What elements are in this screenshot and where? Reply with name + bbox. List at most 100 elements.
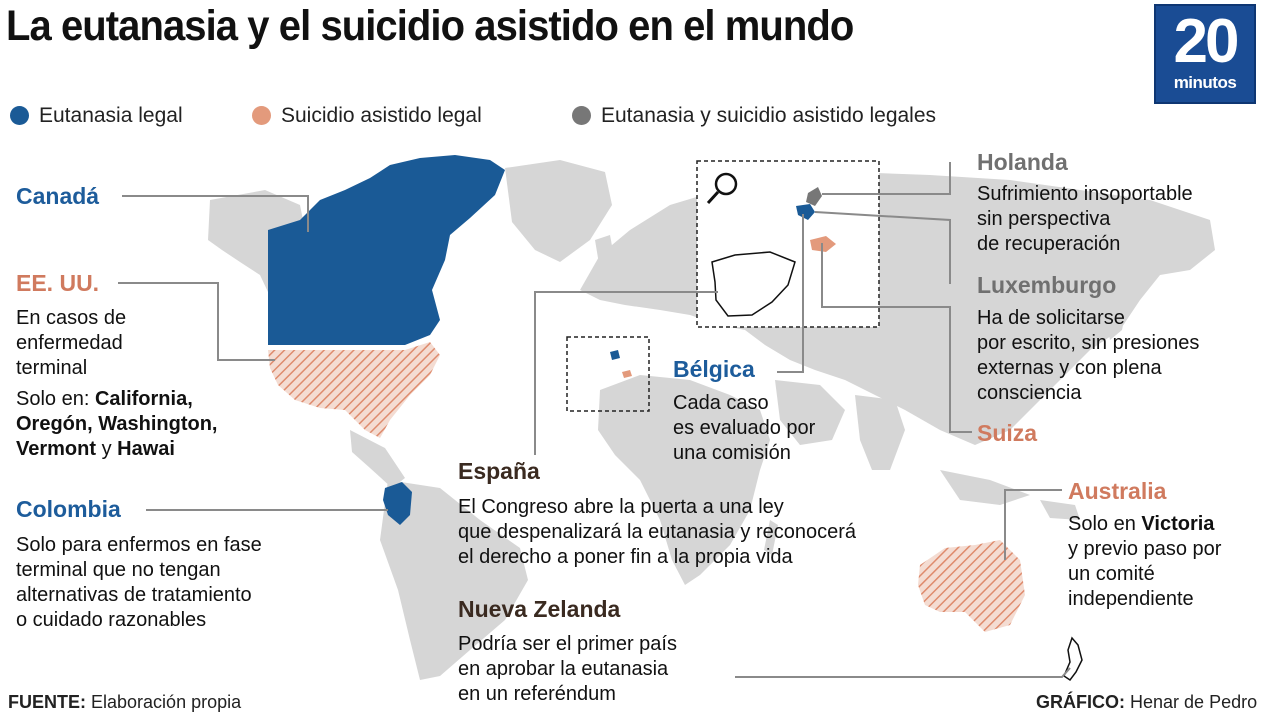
australia-text-line: y previo paso por (1068, 538, 1222, 560)
legend-swatch-euthanasia (10, 106, 29, 125)
se-asia-islands-land (940, 470, 1030, 505)
usa-region (268, 342, 440, 438)
label-luxembourg: Luxemburgo (977, 272, 1117, 298)
greenland-land (505, 160, 612, 262)
label-switzerland: Suiza (977, 420, 1038, 446)
leader-switzerland (821, 243, 972, 433)
spain-text-line: el derecho a poner fin a la propia vida (458, 546, 793, 568)
south-america-land (380, 480, 528, 680)
madagascar-land (764, 520, 778, 555)
new-zealand-text-line: en un referéndum (458, 683, 616, 705)
colombia-text-line: o cuidado razonables (16, 609, 207, 631)
leader-australia (1004, 489, 1062, 560)
label-spain: España (458, 458, 540, 484)
colombia-text-line: terminal que no tengan (16, 559, 221, 581)
belgium-text-line: una comisión (673, 442, 791, 464)
usa-text-line: enfermedad (16, 332, 123, 354)
arabia-land (775, 380, 845, 445)
spain-outline (711, 251, 796, 317)
leader-luxembourg (814, 211, 951, 284)
footer-source-label: FUENTE: (8, 692, 86, 712)
usa-states-line2: Oregón, Washington, (16, 413, 218, 435)
new-zealand-land (1063, 636, 1083, 682)
belgium-region (796, 204, 815, 220)
europe-small-salmon (622, 370, 632, 378)
netherlands-text: Sufrimiento insoportable sin perspectiva… (977, 182, 1193, 257)
colombia-text-line: alternativas de tratamiento (16, 584, 252, 606)
usa-text-line: terminal (16, 357, 88, 379)
legend-swatch-assisted-suicide (252, 106, 271, 125)
legend-label: Suicidio asistido legal (281, 104, 482, 127)
usa-states-and: y (101, 438, 112, 460)
usa-states: Solo en: California, Oregón, Washington,… (16, 387, 217, 462)
papua-land (1040, 500, 1080, 520)
colombia-region (383, 482, 412, 525)
luxembourg-text: Ha de solicitarse por escrito, sin presi… (977, 306, 1199, 406)
usa-text: En casos de enfermedad terminal (16, 306, 126, 381)
leader-spain (534, 291, 718, 455)
europe-small-blue (610, 350, 620, 360)
belgium-text-line: Cada caso (673, 392, 769, 414)
india-land (855, 395, 905, 470)
label-australia: Australia (1068, 478, 1167, 504)
netherlands-text-line: sin perspectiva (977, 208, 1111, 230)
usa-state-hawai: Hawai (117, 438, 175, 460)
luxembourg-text-line: externas y con plena (977, 357, 1162, 379)
netherlands-text-line: Sufrimiento insoportable (977, 183, 1193, 205)
europe-small-box (566, 336, 650, 412)
australia-only-in: Solo en (1068, 513, 1136, 535)
footer-credit: GRÁFICO: Henar de Pedro (1036, 692, 1257, 713)
new-zealand-text: Podría ser el primer país en aprobar la … (458, 632, 677, 707)
footer-source-value: Elaboración propia (91, 692, 242, 712)
uk-land (595, 235, 615, 270)
footer-credit-value: Henar de Pedro (1130, 692, 1258, 712)
legend-swatch-both (572, 106, 591, 125)
belgium-text: Cada caso es evaluado por una comisión (673, 391, 815, 466)
leader-lines (118, 162, 1071, 678)
australia-text: Solo en Victoria y previo paso por un co… (1068, 512, 1221, 612)
footer-credit-label: GRÁFICO: (1036, 692, 1125, 712)
new-zealand-text-line: Podría ser el primer país (458, 633, 677, 655)
luxembourg-text-line: consciencia (977, 382, 1082, 404)
africa-land (598, 375, 770, 585)
netherlands-text-line: de recuperación (977, 233, 1121, 255)
logo-number: 20 (1173, 7, 1240, 76)
spain-text-line: que despenalizará la eutanasia y reconoc… (458, 521, 857, 543)
legend-label: Eutanasia legal (39, 104, 183, 127)
label-new-zealand: Nueva Zelanda (458, 596, 621, 622)
legend-item-assisted-suicide: Suicidio asistido legal (252, 104, 482, 128)
central-america-land (350, 430, 405, 488)
canada-region (268, 155, 505, 345)
leader-new-zealand (735, 667, 1071, 678)
legend-label: Eutanasia y suicidio asistido legales (601, 104, 937, 127)
usa-only-in: Solo en: (16, 388, 90, 410)
australia-text-line: independiente (1068, 588, 1194, 610)
label-canada: Canadá (16, 183, 100, 209)
spain-text-line: El Congreso abre la puerta a una ley (458, 496, 784, 518)
netherlands-region (806, 187, 822, 206)
leader-belgium (777, 214, 804, 373)
page-title: La eutanasia y el suicidio asistido en e… (6, 2, 854, 50)
usa-states-line1: California, (94, 388, 193, 410)
usa-text-line: En casos de (16, 307, 127, 329)
australia-victoria: Victoria (1141, 513, 1215, 535)
belgium-text-line: es evaluado por (673, 417, 816, 439)
australia-region (918, 540, 1025, 632)
colombia-text-line: Solo para enfermos en fase (16, 534, 262, 556)
label-netherlands: Holanda (977, 149, 1068, 175)
colombia-text: Solo para enfermos en fase terminal que … (16, 533, 262, 633)
label-colombia: Colombia (16, 496, 121, 522)
spain-text: El Congreso abre la puerta a una ley que… (458, 495, 856, 570)
japan-land (1106, 290, 1128, 340)
usa-state-vermont: Vermont (16, 438, 97, 460)
label-usa: EE. UU. (16, 270, 100, 296)
australia-text-line: un comité (1068, 563, 1155, 585)
new-zealand-text-line: en aprobar la eutanasia (458, 658, 669, 680)
leader-netherlands (822, 162, 951, 195)
luxembourg-text-line: Ha de solicitarse (977, 307, 1125, 329)
logo-word: minutos (1173, 73, 1237, 92)
legend-item-euthanasia: Eutanasia legal (10, 104, 183, 128)
leader-canada (122, 195, 309, 232)
label-belgium: Bélgica (673, 356, 755, 382)
